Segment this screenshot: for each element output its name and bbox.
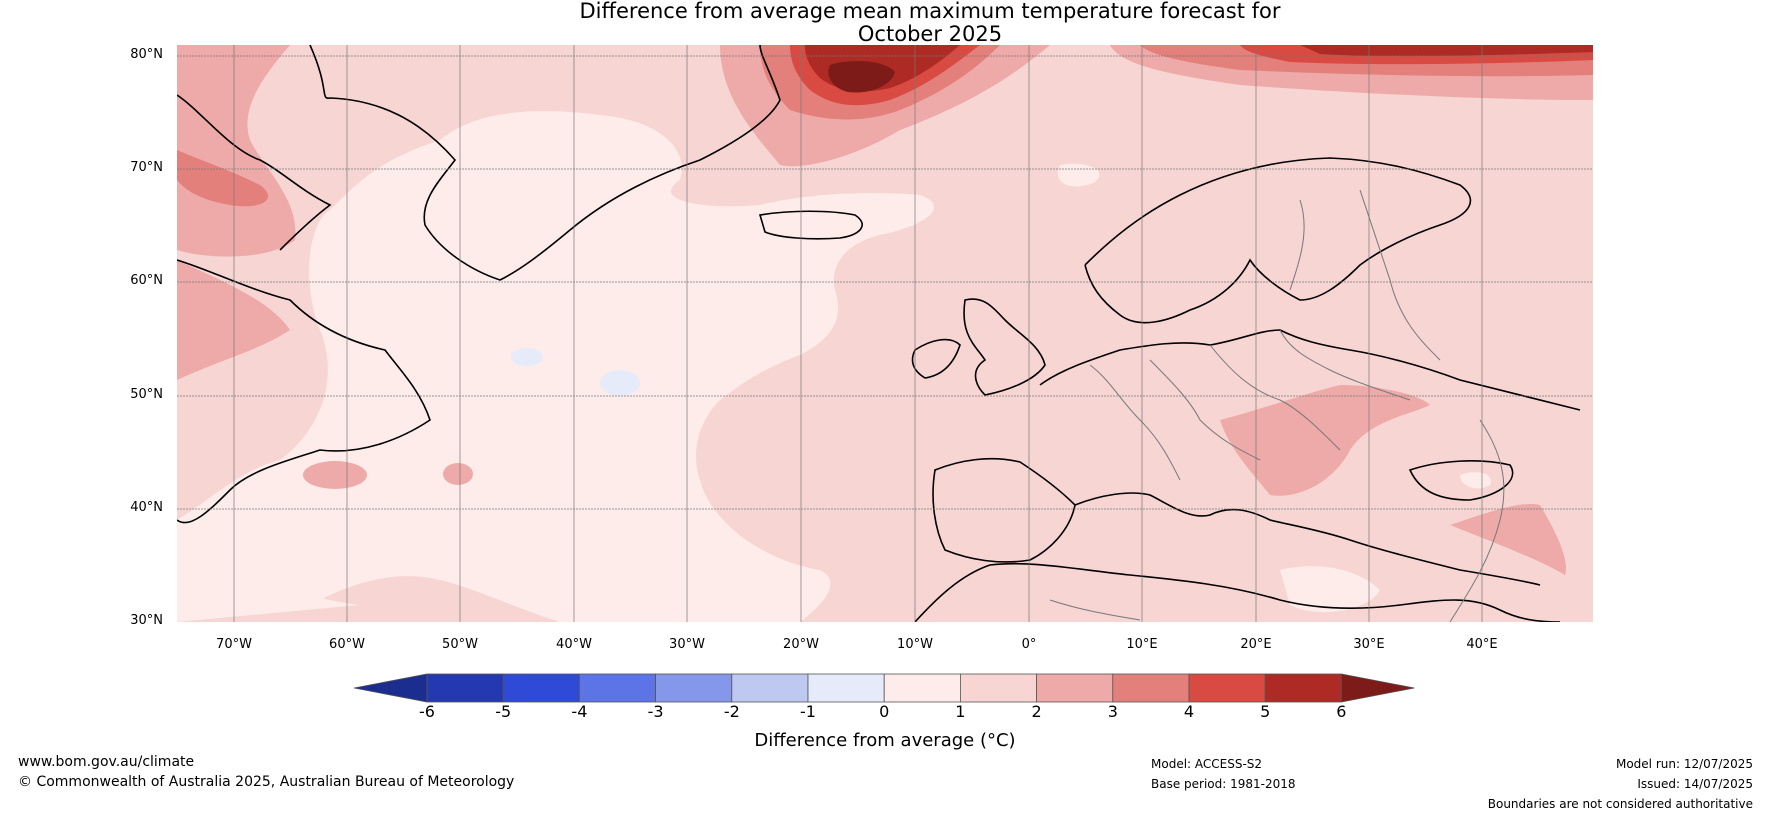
anomaly-region-2-3-nw (177, 45, 296, 257)
lon-label-70w: 70°W (216, 637, 252, 652)
colorbar-swatch (1188, 673, 1266, 703)
coast-ireland (911, 338, 961, 379)
anomaly-region-neg1-0-a (600, 370, 640, 396)
anomaly-region-2-3-middle-east (1450, 504, 1566, 575)
colorbar-swatch (807, 673, 885, 703)
disclaimer-text: Boundaries are not considered authoritat… (1487, 797, 1753, 811)
lon-label-10e: 10°E (1126, 637, 1158, 652)
colorbar-swatch (1036, 673, 1114, 703)
lat-label-80n: 80°N (130, 47, 163, 62)
colorbar-swatch (1112, 673, 1190, 703)
colorbar-tick-label: -1 (800, 702, 816, 721)
lon-label-20w: 20°W (783, 637, 819, 652)
colorbar-tick-label: 6 (1336, 702, 1347, 721)
colorbar-label: Difference from average (°C) (754, 730, 1016, 751)
map-title: Difference from average mean maximum tem… (0, 0, 1770, 46)
colorbar-tick-label: -3 (647, 702, 664, 721)
title-line-1: Difference from average mean maximum tem… (579, 0, 1281, 23)
colorbar-swatch (883, 673, 961, 703)
coast-europe (1039, 329, 1581, 411)
lon-lines (233, 45, 1483, 622)
title-line-2: October 2025 (857, 22, 1003, 46)
anomaly-region-5-6-arctic (1300, 45, 1593, 57)
coast-labrador (177, 259, 431, 524)
lon-label-40e: 40°E (1466, 637, 1498, 652)
website-link[interactable]: www.bom.gov.au/climate (18, 754, 195, 770)
colorbar-extend-low (353, 673, 428, 703)
lat-label-30n: 30°N (130, 613, 163, 628)
base-period-text: Base period: 1981-2018 (1151, 777, 1296, 791)
anomaly-region-0-1-atlantic (177, 111, 935, 622)
coast-scandinavia (1084, 157, 1472, 324)
colorbar-tick-label: -4 (571, 702, 588, 721)
lat-label-60n: 60°N (130, 273, 163, 288)
anomaly-region-neg1-0-b (511, 348, 543, 366)
anomaly-region-2-3-west (177, 260, 290, 380)
colorbar-swatch (426, 673, 504, 703)
colorbar-tick-label: -2 (723, 702, 740, 721)
colorbar-tick-label: 4 (1183, 702, 1195, 721)
colorbar-tick-label: 3 (1107, 702, 1118, 721)
colorbar-tick-label: 2 (1031, 702, 1042, 721)
anomaly-region-0-1-small (1057, 163, 1100, 187)
anomaly-region-3-4-canada (177, 150, 269, 207)
coast-iceland (758, 210, 863, 240)
lat-label-50n: 50°N (130, 387, 163, 402)
anomaly-region-2-3-balkans (1220, 385, 1430, 496)
colorbar-swatch (960, 673, 1038, 703)
lon-label-40w: 40°W (556, 637, 592, 652)
coast-blacksea (1408, 460, 1514, 501)
anomaly-region-0-1-south (177, 526, 360, 622)
anomaly-region-0-1-iberia (1280, 566, 1380, 613)
coast-africa (914, 562, 1561, 622)
colorbar-tick-label: -6 (419, 702, 435, 721)
lon-label-20e: 20°E (1240, 637, 1272, 652)
coast-britain (963, 298, 1046, 396)
lon-label-30e: 30°E (1353, 637, 1385, 652)
colorbar-swatch (731, 673, 809, 703)
anomaly-region-0-1-blacksea (1460, 472, 1491, 489)
colorbar-tick-label: 1 (955, 702, 966, 721)
lon-label-0: 0° (1021, 637, 1037, 652)
graticule (177, 45, 1593, 622)
coastlines (177, 45, 1581, 622)
lon-label-30w: 30°W (669, 637, 705, 652)
country-borders (1049, 189, 1505, 622)
model-text: Model: ACCESS-S2 (1151, 757, 1263, 771)
colorbar-swatch (502, 673, 580, 703)
anomaly-region-gt6-greenland-sea (828, 60, 895, 93)
anomaly-region-2-3-patch-a (303, 461, 367, 489)
lon-label-60w: 60°W (329, 637, 365, 652)
issued-text: Issued: 14/07/2025 (1637, 777, 1753, 791)
lat-lines (177, 55, 1593, 510)
colorbar-extend-high (1341, 673, 1415, 703)
coast-mediterranean (1074, 492, 1541, 586)
lat-label-70n: 70°N (130, 160, 163, 175)
colorbar-tick-label: 5 (1260, 702, 1271, 721)
colorbar-swatch (579, 673, 657, 703)
colorbar-tick-label: 0 (879, 702, 890, 721)
colorbar-swatch (1264, 673, 1342, 703)
coast-iberia (932, 457, 1076, 563)
copyright-text: © Commonwealth of Australia 2025, Austra… (18, 774, 515, 790)
anomaly-region-2-3-patch-b (443, 463, 473, 485)
coast-baffin (177, 94, 332, 251)
model-run-text: Model run: 12/07/2025 (1615, 757, 1753, 771)
lon-label-10w: 10°W (897, 637, 933, 652)
lat-label-40n: 40°N (130, 500, 163, 515)
colorbar-tick-label: -5 (495, 702, 512, 721)
colorbar-swatch (655, 673, 733, 703)
colorbar (353, 673, 1415, 703)
coast-greenland (309, 45, 781, 281)
lon-label-50w: 50°W (442, 637, 478, 652)
map-canvas (177, 45, 1593, 622)
